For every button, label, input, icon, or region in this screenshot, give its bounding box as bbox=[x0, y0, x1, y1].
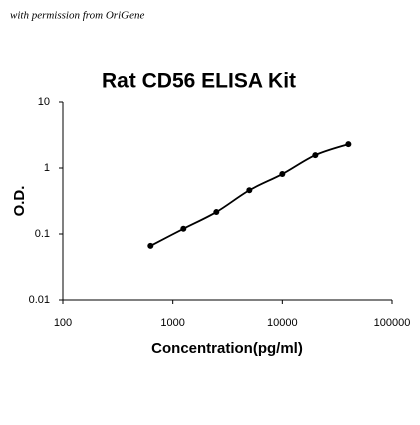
x-tick-label: 100 bbox=[54, 317, 72, 329]
data-point bbox=[246, 187, 253, 194]
y-axis-label: O.D. bbox=[11, 186, 28, 217]
y-tick-label: 1 bbox=[44, 162, 50, 174]
chart-title: Rat CD56 ELISA Kit bbox=[102, 70, 296, 93]
data-point bbox=[213, 209, 220, 216]
data-point bbox=[345, 141, 352, 148]
y-tick-label: 10 bbox=[38, 96, 50, 108]
y-tick-label: 0.1 bbox=[35, 228, 50, 240]
y-tick-label: 0.01 bbox=[29, 294, 50, 306]
data-point bbox=[312, 152, 319, 159]
x-tick-label: 10000 bbox=[267, 317, 298, 329]
x-axis-label: Concentration(pg/ml) bbox=[151, 340, 303, 357]
data-point bbox=[147, 242, 154, 249]
data-point bbox=[180, 225, 187, 232]
annotation: with permission from OriGene bbox=[10, 10, 144, 22]
x-tick-label: 1000 bbox=[160, 317, 184, 329]
x-tick-label: 100000 bbox=[374, 317, 411, 329]
data-point bbox=[279, 171, 286, 178]
